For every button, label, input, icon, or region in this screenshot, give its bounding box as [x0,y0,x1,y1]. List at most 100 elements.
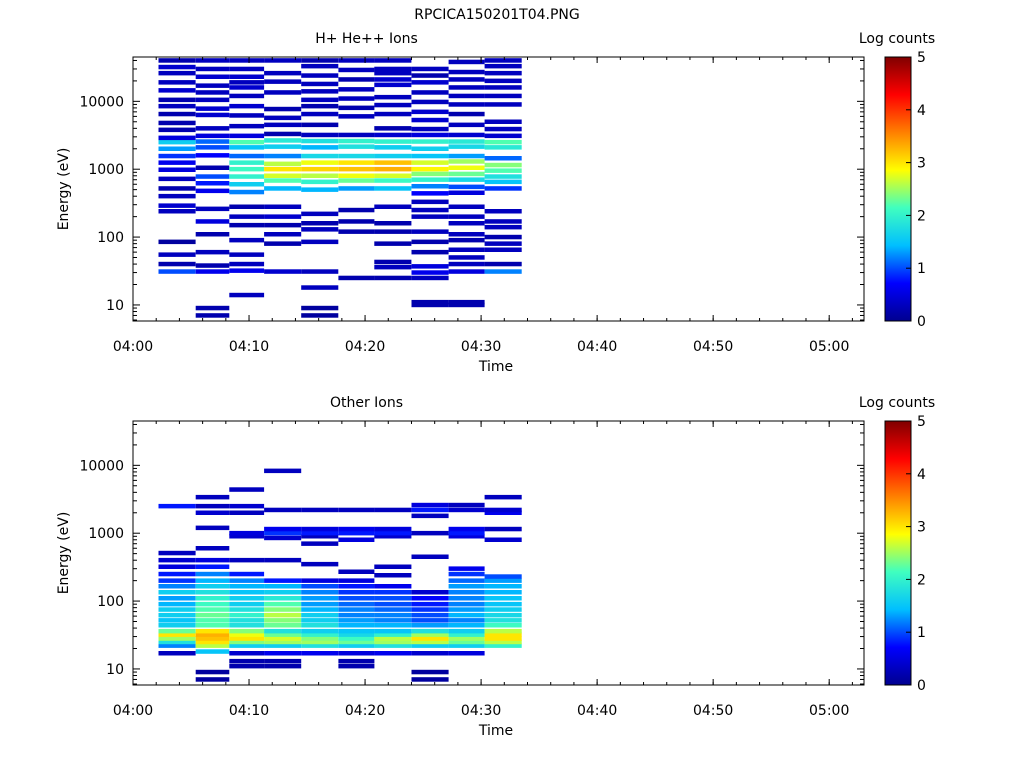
heatmap-cell [338,663,375,669]
heatmap-cell [484,133,522,139]
panel-title: H+ He++ Ions [315,31,418,47]
heatmap-cell [374,126,412,131]
heatmap-cell [264,122,302,128]
heatmap-cell [158,167,196,172]
heatmap-cell [374,601,412,607]
heatmap-cell [195,669,230,675]
heatmap-cell [411,66,449,72]
heatmap-cell [158,564,196,569]
heatmap-cell [264,526,302,532]
heatmap-cell [264,115,302,121]
heatmap-cell [195,632,230,637]
heatmap-cell [301,612,339,618]
heatmap-cell [484,126,522,132]
heatmap-cell [484,623,522,628]
heatmap-cell [264,507,302,513]
colorbar [884,420,912,686]
heatmap-cell [229,557,265,563]
heatmap-cell [195,564,230,569]
heatmap-cell [484,145,522,150]
heatmap-cell [195,90,230,95]
heatmap-cell [411,507,449,513]
heatmap-cell [195,263,230,268]
heatmap-cell [411,191,449,196]
heatmap-cell [484,102,522,107]
heatmap-cell [264,578,302,583]
heatmap-cell [484,510,522,515]
heatmap-cell [448,299,485,305]
heatmap-cell [484,632,522,637]
heatmap-cell [374,204,412,209]
heatmap-cell [158,628,196,634]
heatmap-cell [338,526,375,532]
heatmap-cell [411,109,449,115]
heatmap-cell [374,651,412,656]
heatmap-cell [338,173,375,178]
colorbar-tick-label: 0 [917,314,926,330]
heatmap-cell [229,174,265,179]
heatmap-cell [338,628,375,634]
heatmap-cell [484,93,522,99]
heatmap-cell [411,554,449,559]
heatmap-cell [301,561,339,567]
heatmap-cell [448,502,485,508]
heatmap-cell [448,247,485,252]
heatmap-cell [301,530,339,536]
heatmap-cell [448,639,485,645]
heatmap-cell [229,113,265,118]
heatmap-cell [338,105,375,111]
heatmap-cell [301,305,339,311]
heatmap-cell [411,214,449,219]
heatmap-cell [411,513,449,519]
heatmap-cell [229,268,265,273]
heatmap-cell [195,181,230,186]
heatmap-cell [448,607,485,612]
heatmap-cell [411,171,449,177]
heatmap-cell [411,618,449,623]
heatmap-cell [195,66,230,72]
heatmap-cell [374,111,412,117]
heatmap-cell [411,184,449,189]
heatmap-cell [195,677,230,682]
heatmap-cell [229,618,265,623]
heatmap-cell [484,596,522,601]
heatmap-cell [264,628,302,634]
heatmap-cell [374,186,412,191]
heatmap-cell [411,628,449,634]
y-tick-label: 10 [106,662,124,678]
heatmap-cell [158,607,196,612]
heatmap-cell [158,120,196,126]
heatmap-cell [411,166,449,172]
heatmap-cell [448,590,485,595]
heatmap-cell [411,302,449,308]
heatmap-cell [411,199,449,205]
heatmap-cell [229,123,265,129]
heatmap-cell [195,305,230,311]
x-tick-label: 04:30 [461,339,501,355]
heatmap-cell [301,103,339,109]
heatmap-cell [484,241,522,246]
heatmap-cell [229,612,265,618]
heatmap-cell [448,69,485,75]
heatmap-cell [484,156,522,161]
colorbar-tick-label: 5 [917,50,926,66]
heatmap-cell [158,596,196,601]
heatmap-cell [264,186,302,191]
heatmap-cell [301,651,339,656]
heatmap-cell [411,607,449,612]
heatmap-cell [158,103,196,109]
heatmap-cell [158,139,196,145]
heatmap-cell [374,139,412,144]
heatmap-cell [448,171,485,177]
heatmap-cell [374,628,412,634]
heatmap-cell [301,607,339,612]
heatmap-cell [338,639,375,645]
heatmap-cell [411,590,449,595]
heatmap-cell [264,651,302,656]
heatmap-cell [338,275,375,281]
heatmap-cell [448,165,485,170]
heatmap-cell [229,639,265,645]
heatmap-cell [411,139,449,144]
heatmap-cell [484,601,522,607]
heatmap-cell [301,623,339,628]
